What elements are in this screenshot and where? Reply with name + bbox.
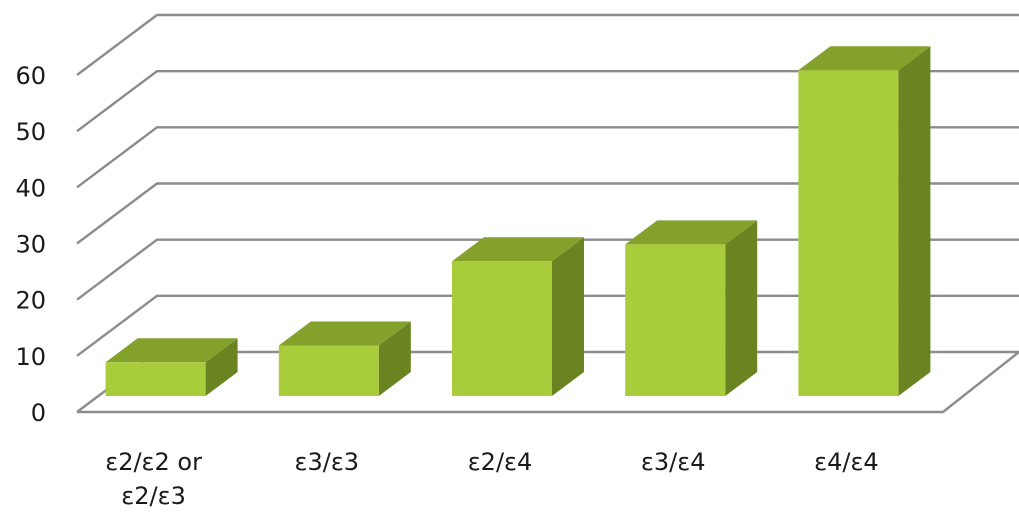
gridline (76, 126, 1019, 189)
bar (105, 338, 238, 396)
bar-front (798, 70, 899, 396)
bar (278, 321, 411, 396)
x-category-label: ε4/ε4 (814, 448, 879, 476)
bar-side (205, 338, 238, 396)
bar-top (278, 321, 411, 346)
y-tick-label: 20 (15, 287, 46, 315)
gridline (76, 182, 1019, 245)
bar-front (625, 244, 726, 396)
bars (105, 46, 931, 396)
y-tick-label: 60 (15, 62, 46, 90)
gridline (76, 13, 1019, 76)
x-axis-category-labels: ε2/ε2 or ε2/ε3 ε3/ε3 ε2/ε4 ε3/ε4 ε4/ε4 (105, 448, 878, 510)
bar-front (278, 345, 379, 396)
bar-top (625, 220, 758, 245)
bar-side (725, 220, 758, 396)
bar (798, 46, 931, 396)
bar-top (105, 338, 238, 363)
bar-side (898, 46, 931, 396)
bar-top (798, 46, 931, 71)
bar-side (378, 321, 411, 396)
x-category-label: ε2/ε2 or ε2/ε3 (105, 448, 202, 510)
bar-top (452, 237, 584, 262)
gridlines (76, 13, 1019, 414)
y-axis-tick-labels: 0 10 20 30 40 50 60 (15, 62, 46, 427)
gridline (76, 69, 1019, 133)
bar (452, 237, 584, 396)
floor-front-edge (77, 351, 1019, 414)
bar-side (552, 237, 584, 396)
x-category-label: ε2/ε4 (468, 448, 533, 476)
y-tick-label: 50 (15, 118, 46, 146)
x-category-label: ε3/ε4 (641, 448, 706, 476)
bar (625, 220, 758, 396)
y-tick-label: 0 (31, 399, 46, 427)
y-tick-label: 40 (15, 174, 46, 202)
bar-front (452, 261, 552, 396)
bar-front (105, 362, 206, 396)
y-tick-label: 10 (15, 343, 46, 371)
x-category-label: ε3/ε3 (295, 448, 360, 476)
y-tick-label: 30 (15, 231, 46, 259)
